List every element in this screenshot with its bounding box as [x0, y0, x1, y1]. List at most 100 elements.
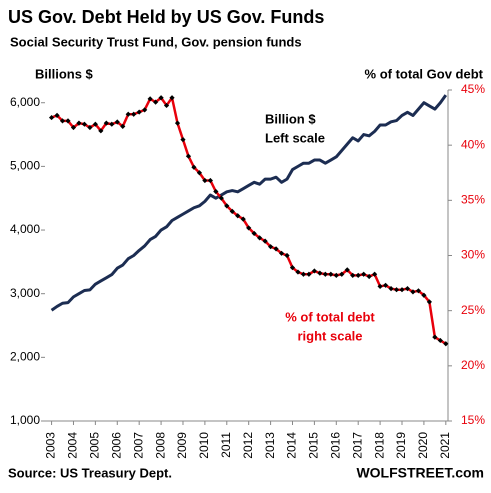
point-marker	[372, 271, 378, 277]
x-tick-label: 2018	[372, 432, 386, 459]
y2-axis-title: % of total Gov debt	[365, 66, 484, 81]
x-tick-label: 2003	[44, 432, 58, 459]
x-tick-label: 2014	[285, 432, 299, 459]
point-marker	[202, 177, 208, 184]
point-marker	[98, 128, 104, 134]
point-marker	[382, 282, 389, 288]
point-marker	[388, 286, 394, 292]
point-marker	[218, 195, 224, 201]
y2-tick-label: 25%	[461, 303, 485, 317]
y2-tick-label: 40%	[461, 137, 485, 151]
point-marker	[240, 216, 246, 222]
point-marker	[399, 287, 405, 293]
point-marker	[278, 250, 285, 256]
point-marker	[180, 137, 186, 143]
point-marker	[322, 271, 328, 277]
x-tick-label: 2007	[131, 432, 145, 459]
x-tick-label: 2005	[88, 432, 102, 459]
point-marker	[59, 118, 66, 124]
chart-title: US Gov. Debt Held by US Gov. Funds	[8, 7, 324, 27]
x-tick-label: 2006	[109, 432, 123, 459]
point-marker	[191, 164, 197, 170]
point-marker	[70, 124, 77, 131]
point-marker	[147, 96, 153, 102]
point-marker	[426, 299, 432, 305]
point-marker	[153, 99, 159, 105]
point-marker	[317, 270, 323, 276]
point-marker	[76, 120, 82, 126]
point-marker	[120, 123, 126, 130]
x-tick-label: 2004	[66, 432, 80, 459]
data-line	[51, 96, 447, 345]
point-marker	[350, 272, 356, 278]
y2-tick-label: 35%	[461, 193, 485, 207]
point-marker	[142, 107, 148, 113]
point-marker	[393, 287, 400, 293]
point-marker	[131, 111, 137, 117]
point-marker	[213, 188, 219, 195]
x-tick-label: 2019	[394, 432, 408, 459]
annotation: % of total debt	[285, 309, 375, 324]
point-marker	[328, 271, 334, 277]
x-tick-label: 2016	[328, 432, 342, 459]
y2-tick-label: 15%	[461, 413, 485, 427]
y-tick-label: 5,000	[10, 159, 40, 173]
y2-tick-label: 45%	[461, 82, 485, 96]
point-marker	[339, 271, 345, 277]
x-tick-label: 2015	[307, 432, 321, 459]
source: Source: US Treasury Dept.	[8, 465, 172, 480]
point-marker	[267, 244, 274, 250]
point-marker	[421, 292, 427, 298]
point-marker	[366, 273, 372, 280]
point-marker	[136, 109, 142, 115]
point-marker	[410, 289, 416, 295]
point-marker	[300, 271, 307, 277]
point-marker	[361, 271, 367, 277]
credit: WOLFSTREET.com	[356, 465, 484, 481]
point-marker	[207, 177, 213, 184]
x-tick-label: 2011	[219, 432, 233, 458]
point-marker	[377, 283, 383, 289]
point-marker	[333, 272, 339, 278]
x-tick-label: 2021	[438, 432, 452, 459]
point-marker	[185, 153, 192, 159]
y-tick-label: 3,000	[10, 286, 40, 300]
y-tick-label: 2,000	[10, 350, 40, 364]
x-tick-label: 2012	[241, 432, 255, 459]
point-marker	[65, 118, 71, 124]
point-marker	[103, 120, 109, 126]
point-marker	[289, 265, 296, 271]
y-tick-label: 6,000	[10, 95, 40, 109]
y2-tick-label: 20%	[461, 358, 485, 372]
point-marker	[432, 334, 438, 340]
data-line	[50, 94, 448, 312]
point-marker	[415, 288, 422, 294]
point-marker	[273, 246, 279, 252]
annotation: right scale	[297, 328, 362, 343]
point-marker	[169, 95, 175, 101]
point-marker	[92, 121, 98, 127]
point-marker	[235, 213, 241, 219]
x-tick-label: 2017	[350, 432, 364, 459]
point-marker	[344, 267, 350, 273]
x-tick-label: 2013	[263, 432, 277, 459]
point-marker	[196, 170, 203, 176]
point-marker	[163, 102, 170, 109]
point-marker	[246, 225, 252, 231]
point-marker	[158, 95, 164, 101]
point-marker	[48, 114, 55, 121]
x-tick-label: 2020	[416, 432, 430, 459]
point-marker	[229, 208, 235, 214]
point-marker	[114, 119, 120, 125]
point-marker	[54, 112, 60, 118]
x-tick-label: 2008	[153, 432, 167, 459]
annotation: Left scale	[265, 130, 325, 145]
point-marker	[125, 111, 131, 117]
point-marker	[174, 120, 181, 126]
point-marker	[109, 121, 115, 127]
annotation: Billion $	[265, 111, 316, 126]
point-marker	[81, 121, 88, 127]
x-tick-label: 2009	[175, 432, 189, 459]
point-marker	[306, 271, 312, 277]
